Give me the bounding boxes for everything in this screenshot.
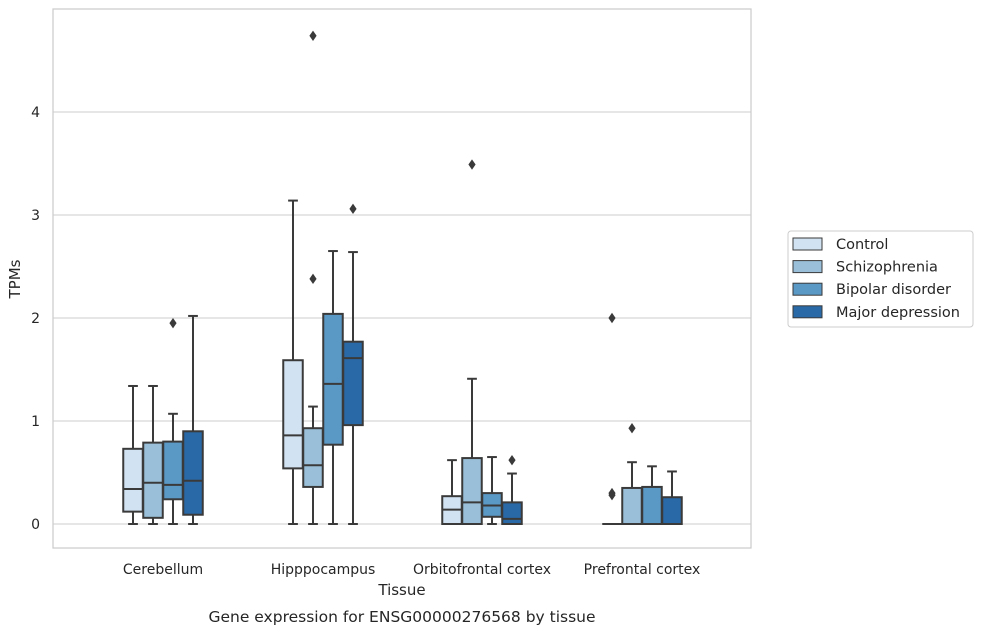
box [282, 359, 304, 470]
y-tick-label: 4 [31, 105, 40, 121]
box [322, 312, 344, 446]
box [461, 457, 483, 525]
y-axis-title: TPMs [6, 259, 24, 299]
x-tick-label: Orbitofrontal cortex [413, 562, 551, 578]
box [342, 340, 364, 427]
legend-swatch [792, 260, 823, 274]
series-schizophrenia [142, 30, 643, 526]
box [182, 430, 204, 516]
y-tick-label: 1 [31, 414, 40, 430]
box-series [122, 30, 683, 526]
outlier-point [608, 489, 616, 501]
legend-label: Bipolar disorder [836, 282, 951, 298]
outlier-point [628, 423, 636, 434]
y-tick-label: 2 [31, 311, 40, 327]
x-tick-label: Prefrontal cortex [584, 562, 701, 578]
x-axis-title: Tissue [377, 581, 425, 599]
x-tick-label: Hipppocampus [271, 562, 376, 578]
series-major-depression [182, 203, 683, 526]
legend-label: Schizophrenia [836, 260, 938, 276]
outlier-point [309, 273, 317, 285]
outlier-point [349, 203, 357, 215]
y-tick-label: 0 [31, 517, 40, 533]
outlier-point [468, 159, 476, 170]
plot-frame [52, 8, 752, 549]
box [142, 441, 164, 519]
box [641, 485, 663, 526]
series-control [122, 199, 622, 526]
legend-swatch [792, 305, 823, 319]
outlier-point [169, 317, 177, 329]
x-tick-labels: Cerebellum Hipppocampus Orbitofrontal cort… [123, 562, 700, 578]
outlier-point [608, 312, 616, 324]
outlier-point [309, 30, 317, 41]
y-tick-label: 3 [31, 208, 40, 224]
box [621, 486, 643, 526]
legend-swatch [792, 237, 823, 251]
box [302, 427, 324, 488]
legend-label: Major depression [836, 305, 960, 321]
box [122, 447, 144, 513]
y-tick-labels: 0 1 2 3 4 [31, 105, 40, 533]
box [162, 440, 184, 501]
legend-swatch [792, 282, 823, 296]
figure-caption: Gene expression for ENSG00000276568 by t… [208, 608, 595, 626]
box [501, 501, 523, 525]
extra-outliers [608, 312, 616, 501]
outlier-point [508, 454, 516, 466]
box [661, 496, 683, 526]
legend-label: Control [836, 237, 888, 253]
x-tick-label: Cerebellum [123, 562, 203, 578]
legend-frame [787, 230, 974, 328]
legend: Control Schizophrenia Bipolar disorder Majo… [787, 230, 974, 328]
